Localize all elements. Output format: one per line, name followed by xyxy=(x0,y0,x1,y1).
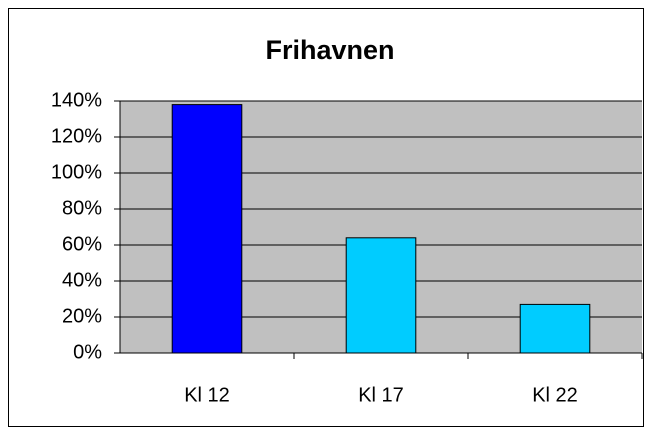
y-tick-label: 20% xyxy=(62,305,102,327)
y-tick-label: 60% xyxy=(62,233,102,255)
bar xyxy=(345,237,417,354)
y-tick-label: 100% xyxy=(51,161,102,183)
y-tick-label: 40% xyxy=(62,269,102,291)
x-tick-label: Kl 17 xyxy=(358,384,404,406)
y-tick-label: 120% xyxy=(51,125,102,147)
y-tick-label: 140% xyxy=(51,89,102,111)
x-tick-label: Kl 22 xyxy=(532,384,578,406)
chart-title: Frihavnen xyxy=(265,35,394,65)
bar xyxy=(519,303,591,354)
x-tick-label: Kl 12 xyxy=(184,384,230,406)
y-tick-label: 0% xyxy=(73,341,102,363)
bar xyxy=(171,104,243,354)
y-tick-label: 80% xyxy=(62,197,102,219)
